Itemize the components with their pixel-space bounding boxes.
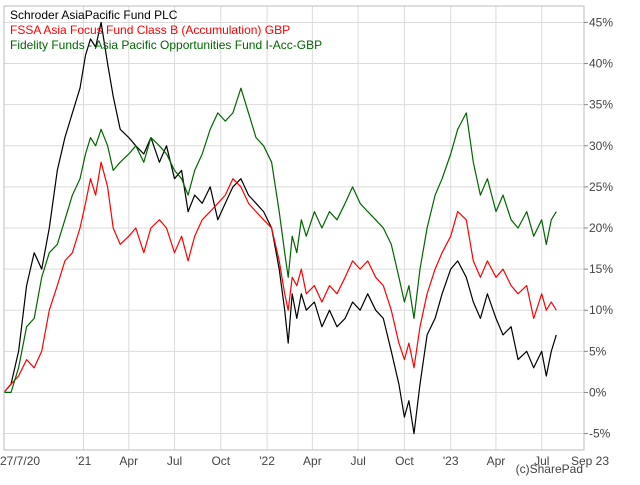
series-line — [3, 21, 557, 435]
legend-entry: Schroder AsiaPacific Fund PLC — [10, 8, 178, 22]
y-tick-label: 40% — [589, 57, 613, 71]
x-tick-label: Apr — [303, 454, 322, 468]
y-tick-label: 15% — [589, 262, 613, 276]
series-line — [4, 87, 557, 393]
y-tick-label: 20% — [589, 221, 613, 235]
legend-entry: FSSA Asia Focus Fund Class B (Accumulati… — [10, 23, 290, 37]
y-tick-label: 0% — [589, 385, 607, 399]
y-tick-label: 25% — [589, 180, 613, 194]
y-tick-label: 10% — [589, 303, 613, 317]
grid-lines — [3, 6, 585, 450]
x-tick-label: Sep 23 — [571, 454, 609, 468]
x-tick-label: '22 — [259, 454, 275, 468]
watermark: (c)SharePad — [516, 462, 583, 476]
x-tick-label: '21 — [76, 454, 92, 468]
x-tick-label: Jul — [167, 454, 182, 468]
x-tick-label: 27/7/20 — [0, 454, 40, 468]
x-tick-label: Apr — [487, 454, 506, 468]
x-tick-label: Jul — [350, 454, 365, 468]
x-tick-label: Oct — [211, 454, 230, 468]
x-tick-label: '23 — [443, 454, 459, 468]
x-tick-label: Apr — [119, 454, 138, 468]
series-line — [3, 161, 557, 393]
x-axis: 27/7/20 '21 Apr Jul Oct '22 Apr Jul Oct '23 Apr Jul… — [0, 454, 609, 468]
y-tick-label: 30% — [589, 139, 613, 153]
y-axis: -5% 0% 5% 10% 15% 20% 25% 30% 35% 40% 45% — [584, 15, 613, 441]
y-tick-label: 5% — [589, 344, 607, 358]
series-lines — [3, 21, 557, 435]
y-tick-label: 45% — [589, 15, 613, 29]
y-tick-label: 35% — [589, 98, 613, 112]
x-tick-label: Oct — [395, 454, 414, 468]
x-tick-label: Jul — [534, 454, 549, 468]
y-tick-label: -5% — [589, 427, 611, 441]
legend-entry: Fidelity Funds - Asia Pacific Opportunit… — [10, 38, 322, 52]
